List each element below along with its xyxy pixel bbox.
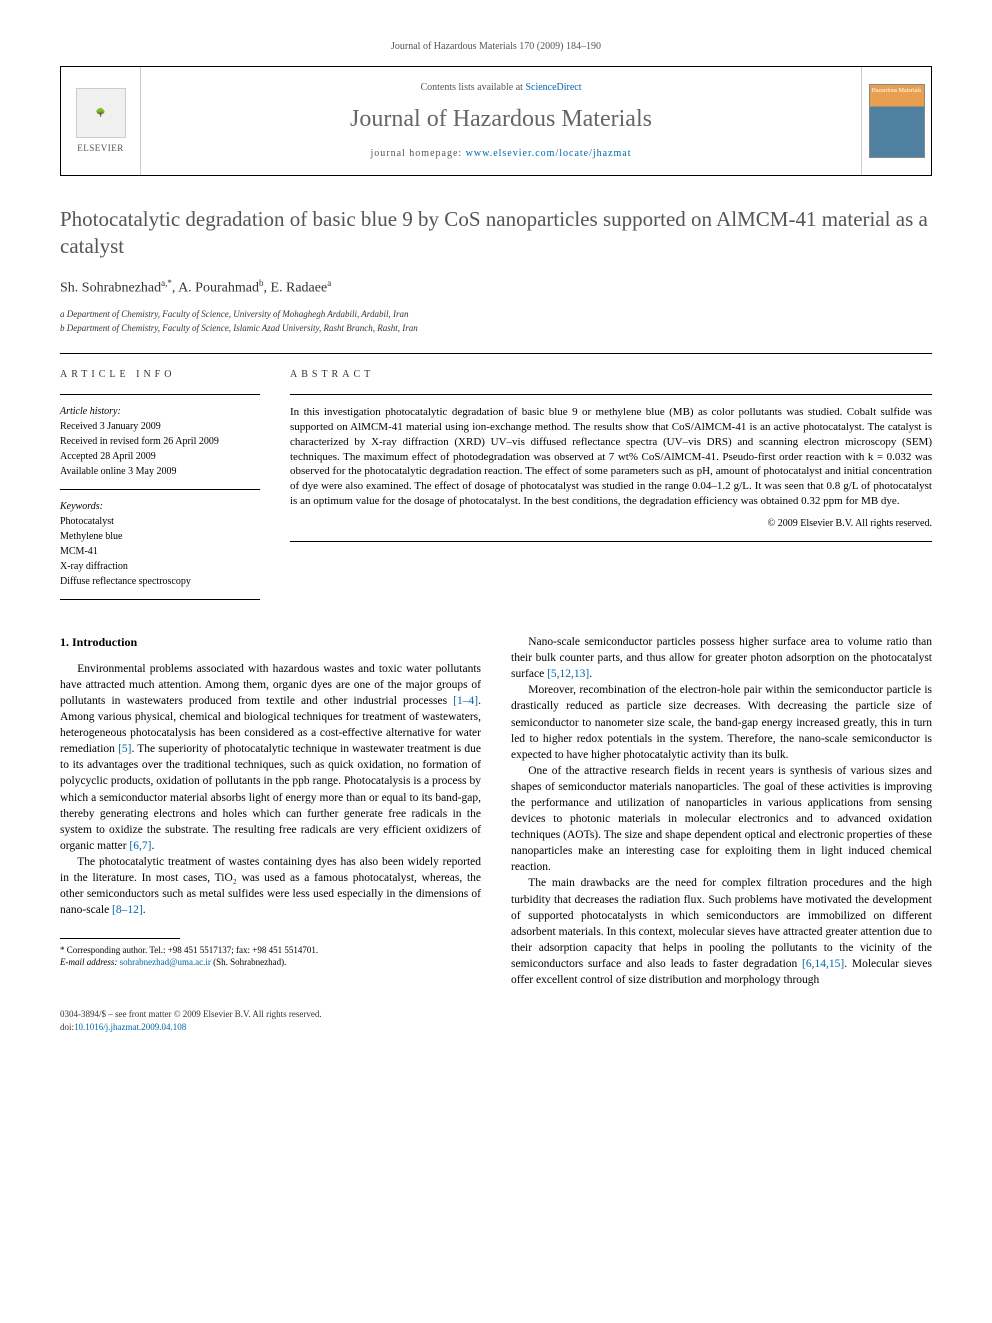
keyword-4: X-ray diffraction	[60, 560, 260, 574]
keyword-3: MCM-41	[60, 545, 260, 559]
affiliation-b: b Department of Chemistry, Faculty of Sc…	[60, 322, 932, 335]
info-divider-2	[60, 489, 260, 490]
article-title: Photocatalytic degradation of basic blue…	[60, 206, 932, 261]
author-2: , A. Pourahmad	[172, 280, 259, 295]
history-accepted: Accepted 28 April 2009	[60, 450, 260, 464]
info-abstract-row: article info Article history: Received 3…	[60, 353, 932, 610]
contents-prefix: Contents lists available at	[420, 82, 525, 93]
p1-end: .	[151, 840, 154, 852]
ref-1-4[interactable]: [1–4]	[453, 695, 478, 707]
journal-cover-block: Hazardous Materials	[861, 67, 931, 175]
ref-5-12-13[interactable]: [5,12,13]	[547, 668, 589, 680]
journal-cover-thumb: Hazardous Materials	[869, 84, 925, 158]
keyword-5: Diffuse reflectance spectroscopy	[60, 575, 260, 589]
col2-para-1: Nano-scale semiconductor particles posse…	[511, 634, 932, 682]
col2-para-4: The main drawbacks are the need for comp…	[511, 875, 932, 988]
affiliations: a Department of Chemistry, Faculty of Sc…	[60, 308, 932, 335]
history-revised: Received in revised form 26 April 2009	[60, 435, 260, 449]
sciencedirect-link[interactable]: ScienceDirect	[525, 82, 581, 93]
publisher-logo-block: 🌳 ELSEVIER	[61, 67, 141, 175]
p1-pre: Environmental problems associated with h…	[60, 663, 481, 707]
footnotes: * Corresponding author. Tel.: +98 451 55…	[60, 945, 481, 968]
ref-8-12[interactable]: [8–12]	[112, 904, 143, 916]
ref-6-14-15[interactable]: [6,14,15]	[802, 958, 844, 970]
col2-para-2: Moreover, recombination of the electron-…	[511, 682, 932, 762]
corresponding-author: * Corresponding author. Tel.: +98 451 55…	[60, 945, 481, 957]
abstract-heading: abstract	[290, 368, 932, 382]
affiliation-a: a Department of Chemistry, Faculty of Sc…	[60, 308, 932, 321]
journal-center: Contents lists available at ScienceDirec…	[141, 67, 861, 175]
doi-line: doi:10.1016/j.jhazmat.2009.04.108	[60, 1021, 322, 1034]
info-divider-1	[60, 394, 260, 395]
c2p1-end: .	[589, 668, 592, 680]
contents-line: Contents lists available at ScienceDirec…	[420, 81, 581, 95]
info-divider-3	[60, 599, 260, 600]
doi-link[interactable]: 10.1016/j.jhazmat.2009.04.108	[74, 1022, 186, 1032]
elsevier-tree-icon: 🌳	[76, 88, 126, 138]
article-info-heading: article info	[60, 368, 260, 382]
publisher-name: ELSEVIER	[77, 142, 124, 155]
p1-post: . The superiority of photocatalytic tech…	[60, 743, 481, 852]
p2-end: .	[143, 904, 146, 916]
history-label: Article history:	[60, 405, 260, 419]
history-received: Received 3 January 2009	[60, 420, 260, 434]
journal-reference: Journal of Hazardous Materials 170 (2009…	[60, 40, 932, 54]
bottom-bar: 0304-3894/$ – see front matter © 2009 El…	[60, 1008, 932, 1033]
keyword-2: Methylene blue	[60, 530, 260, 544]
journal-name: Journal of Hazardous Materials	[350, 103, 652, 137]
author-1: Sh. Sohrabnezhad	[60, 280, 161, 295]
keywords-label: Keywords:	[60, 500, 260, 514]
keywords-block: Keywords: Photocatalyst Methylene blue M…	[60, 500, 260, 589]
history-online: Available online 3 May 2009	[60, 465, 260, 479]
email-who: (Sh. Sohrabnezhad).	[211, 957, 286, 967]
email-label: E-mail address:	[60, 957, 120, 967]
author-3-sup: a	[327, 278, 331, 288]
abstract-divider-bottom	[290, 541, 932, 542]
article-info-col: article info Article history: Received 3…	[60, 368, 260, 610]
ref-6-7[interactable]: [6,7]	[129, 840, 151, 852]
intro-para-2: The photocatalytic treatment of wastes c…	[60, 854, 481, 918]
doi-prefix: doi:	[60, 1022, 74, 1032]
bottom-left: 0304-3894/$ – see front matter © 2009 El…	[60, 1008, 322, 1033]
abstract-col: abstract In this investigation photocata…	[290, 368, 932, 610]
col2-para-3: One of the attractive research fields in…	[511, 763, 932, 876]
footnote-separator	[60, 938, 180, 939]
keyword-1: Photocatalyst	[60, 515, 260, 529]
history-block: Article history: Received 3 January 2009…	[60, 405, 260, 479]
ref-5[interactable]: [5]	[118, 743, 131, 755]
body-columns: 1. Introduction Environmental problems a…	[60, 634, 932, 988]
c2p4-pre: The main drawbacks are the need for comp…	[511, 877, 932, 969]
body-col-right: Nano-scale semiconductor particles posse…	[511, 634, 932, 988]
authors-line: Sh. Sohrabnezhada,*, A. Pourahmadb, E. R…	[60, 277, 932, 298]
homepage-link[interactable]: www.elsevier.com/locate/jhazmat	[466, 148, 632, 159]
author-1-sup: a,*	[161, 278, 172, 288]
intro-para-1: Environmental problems associated with h…	[60, 661, 481, 854]
section-1-heading: 1. Introduction	[60, 634, 481, 651]
email-line: E-mail address: sohrabnezhad@uma.ac.ir (…	[60, 957, 481, 969]
journal-homepage: journal homepage: www.elsevier.com/locat…	[370, 147, 631, 161]
body-col-left: 1. Introduction Environmental problems a…	[60, 634, 481, 988]
abstract-text: In this investigation photocatalytic deg…	[290, 405, 932, 509]
author-3: , E. Radaee	[263, 280, 327, 295]
email-link[interactable]: sohrabnezhad@uma.ac.ir	[120, 957, 211, 967]
abstract-copyright: © 2009 Elsevier B.V. All rights reserved…	[290, 517, 932, 531]
abstract-divider-top	[290, 394, 932, 395]
front-matter-line: 0304-3894/$ – see front matter © 2009 El…	[60, 1008, 322, 1021]
journal-header-box: 🌳 ELSEVIER Contents lists available at S…	[60, 66, 932, 176]
homepage-prefix: journal homepage:	[370, 148, 465, 159]
